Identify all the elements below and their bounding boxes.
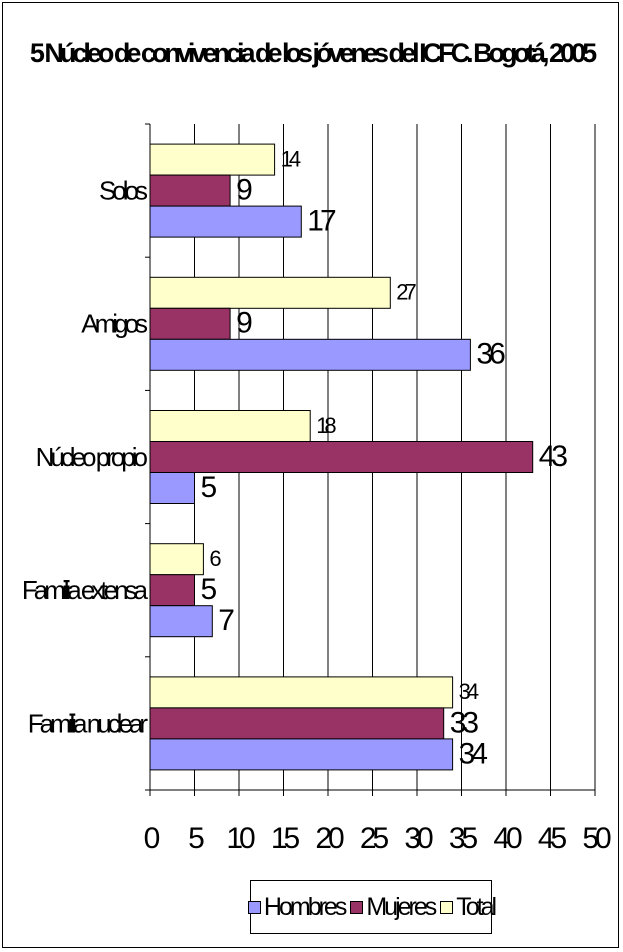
- data-label: 36: [476, 338, 505, 371]
- category-label: Familia nuclear: [28, 708, 149, 738]
- bar-hombres: [149, 605, 213, 638]
- data-label: 7: [218, 604, 234, 637]
- legend-label: Hombres: [263, 892, 347, 921]
- category-label: Familia extensa: [22, 575, 149, 605]
- data-label: 9: [236, 307, 252, 340]
- legend-item-hombres: Hombres: [247, 892, 347, 922]
- data-label: 33: [450, 706, 479, 739]
- chart-title: 5 Núcleo de convivencia de los jóvenes d…: [29, 38, 597, 68]
- data-label: 27: [396, 280, 416, 305]
- legend-swatch: [350, 900, 364, 914]
- bar-mujeres: [149, 574, 195, 607]
- data-label: 5: [201, 573, 217, 606]
- x-tick-label: 35: [449, 822, 478, 855]
- bar-mujeres: [149, 707, 445, 740]
- bar-hombres: [149, 338, 471, 371]
- bar-total: [149, 143, 276, 176]
- bar-total: [149, 543, 204, 576]
- x-tick-label: 15: [271, 822, 300, 855]
- data-label: 5: [201, 471, 217, 504]
- data-label: 34: [459, 679, 479, 704]
- bar-hombres: [149, 738, 454, 771]
- bar-total: [149, 276, 391, 309]
- x-tick-label: 20: [315, 822, 344, 855]
- data-label: 43: [539, 440, 568, 473]
- bar-hombres: [149, 205, 302, 238]
- bar-mujeres: [149, 307, 231, 340]
- data-label: 9: [236, 174, 252, 207]
- x-tick-label: 50: [582, 822, 611, 855]
- x-tick-label: 5: [188, 822, 204, 855]
- bar-mujeres: [149, 174, 231, 207]
- x-tick-label: 45: [538, 822, 567, 855]
- legend-label: Total: [456, 892, 497, 921]
- legend-item-total: Total: [440, 892, 497, 922]
- x-tick-label: 0: [144, 822, 160, 855]
- category-label: Núcleo propio: [36, 442, 148, 472]
- legend-swatch: [440, 900, 454, 914]
- data-label: 18: [316, 413, 336, 438]
- x-tick-label: 25: [360, 822, 389, 855]
- bar-hombres: [149, 472, 195, 504]
- category-label: Amigos: [81, 309, 148, 339]
- bar-chart: 14 9 17 Solos 27 9 36 Amigos 18 43 5 Núcleo propio 6…: [22, 123, 615, 855]
- x-tick-label: 10: [226, 822, 255, 855]
- data-label: 14: [281, 146, 301, 171]
- x-tick-label: 30: [404, 822, 433, 855]
- legend-swatch: [247, 900, 261, 914]
- category-label: Solos: [99, 175, 148, 205]
- bar-total: [149, 676, 454, 709]
- bar-mujeres: [149, 441, 534, 473]
- bar-total: [149, 410, 311, 442]
- legend: Hombres Mujeres Total: [247, 880, 497, 934]
- x-tick-label: 40: [493, 822, 522, 855]
- legend-label: Mujeres: [366, 892, 437, 921]
- data-label: 34: [459, 737, 488, 770]
- legend-item-mujeres: Mujeres: [350, 892, 437, 922]
- data-label: 17: [307, 205, 336, 238]
- data-label: 6: [209, 546, 221, 571]
